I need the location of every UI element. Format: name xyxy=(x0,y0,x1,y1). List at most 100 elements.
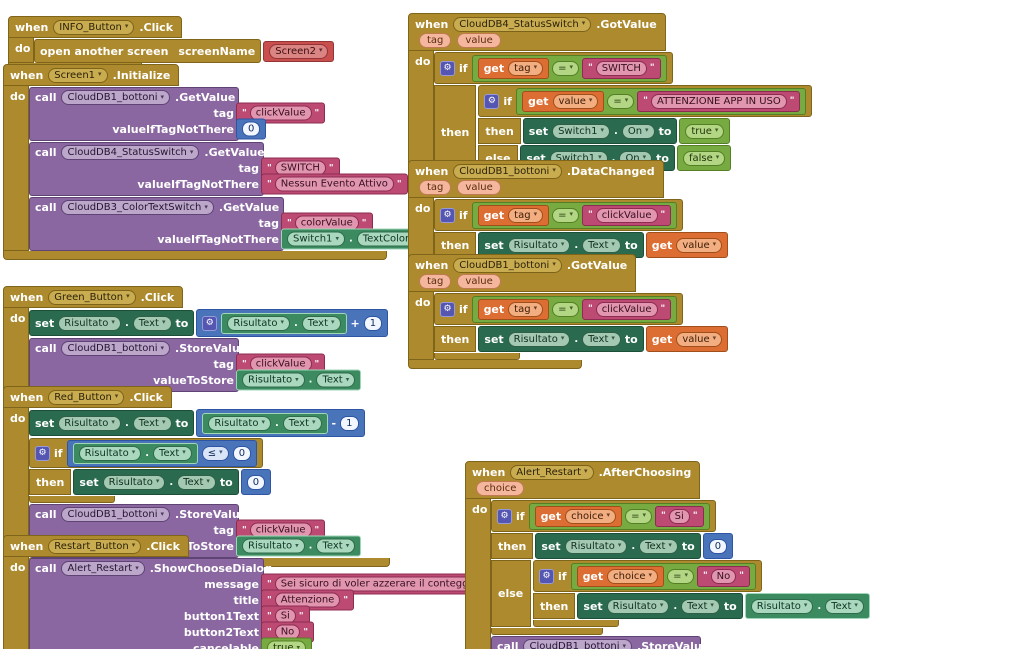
component-dropdown[interactable]: Risultato ▾ xyxy=(606,598,670,614)
string-value[interactable]: clickValue xyxy=(595,207,658,223)
number-value[interactable]: 1 xyxy=(340,415,359,431)
event-do-section[interactable]: do xyxy=(3,308,29,392)
number-block[interactable]: 0 xyxy=(240,469,272,495)
variable-dropdown[interactable]: tag ▾ xyxy=(508,207,544,223)
method-call-block[interactable]: call CloudDB1_bottoni ▾ .GetValue tag " cl… xyxy=(29,87,326,141)
component-dropdown[interactable]: Risultato ▾ xyxy=(78,445,142,461)
number-value[interactable]: 0 xyxy=(232,445,252,461)
event-block-header[interactable]: when Red_Button ▾ .Click xyxy=(3,386,172,408)
component-dropdown[interactable]: CloudDB3_ColorTextSwitch ▾ xyxy=(61,200,214,215)
text-string-block[interactable]: " SWITCH " xyxy=(261,157,340,179)
property-dropdown[interactable]: Text ▾ xyxy=(825,598,864,614)
method-call-block[interactable]: call CloudDB4_StatusSwitch ▾ .GetValue ta… xyxy=(29,142,408,196)
boolean-dropdown[interactable]: true ▾ xyxy=(267,640,307,649)
text-string-block[interactable]: " Si " xyxy=(654,505,704,527)
event-block-header[interactable]: when CloudDB1_bottoni ▾ .GotValue tag val… xyxy=(408,254,637,292)
number-value[interactable]: 0 xyxy=(246,474,266,490)
get-variable-block[interactable]: get choice ▾ xyxy=(576,565,665,587)
property-getter-block[interactable]: Risultato ▾ . Text ▾ xyxy=(202,412,328,434)
mutator-gear-icon[interactable]: ⚙ xyxy=(440,207,455,223)
string-value[interactable]: clickValue xyxy=(249,522,312,538)
property-getter-block[interactable]: Risultato ▾ . Text ▾ xyxy=(236,369,362,391)
variable-dropdown[interactable]: tag ▾ xyxy=(508,301,544,317)
event-block-header[interactable]: when Restart_Button ▾ .Click xyxy=(3,535,189,557)
event-parameter-tag[interactable]: tag xyxy=(419,32,452,48)
property-dropdown[interactable]: Text ▾ xyxy=(582,237,621,253)
component-dropdown[interactable]: Risultato ▾ xyxy=(227,315,290,331)
property-getter-block[interactable]: Risultato ▾ . Text ▾ xyxy=(221,312,347,334)
then-section[interactable]: then xyxy=(29,469,72,495)
operator-dropdown[interactable]: = ▾ xyxy=(552,60,579,76)
component-dropdown[interactable]: CloudDB1_bottoni ▾ xyxy=(453,163,562,179)
event-block-header[interactable]: when INFO_Button ▾ .Click xyxy=(8,16,183,38)
event-block-footer[interactable] xyxy=(3,251,387,260)
if-header[interactable]: ⚙ if get choice ▾ = ▾ " No " xyxy=(533,560,762,592)
operator-dropdown[interactable]: = ▾ xyxy=(607,93,635,109)
component-dropdown[interactable]: CloudDB1_bottoni ▾ xyxy=(61,507,171,522)
set-property-block[interactable]: set Risultato ▾ . Text ▾ to xyxy=(29,410,195,436)
screen-dropdown[interactable]: Screen2 ▾ xyxy=(269,43,329,59)
text-string-block[interactable]: " ATTENZIONE APP IN USO " xyxy=(637,90,801,112)
property-dropdown[interactable]: Text ▾ xyxy=(681,598,720,614)
text-string-block[interactable]: " clickValue " xyxy=(236,519,326,541)
mutator-gear-icon[interactable]: ⚙ xyxy=(440,301,455,317)
control-if-block[interactable]: ⚙ if get choice ▾ = ▾ " No " then xyxy=(533,560,870,627)
method-call-block[interactable]: call CloudDB1_bottoni▾ .StoreValue tag "… xyxy=(491,636,709,649)
logic-equals-block[interactable]: get value ▾ = ▾ " ATTENZIONE APP IN USO " xyxy=(515,87,807,115)
event-parameter-value[interactable]: value xyxy=(457,179,501,195)
string-value[interactable]: Sei sicuro di voler azzerare il conteggi… xyxy=(274,576,489,592)
property-getter-block[interactable]: Risultato ▾ . Text ▾ xyxy=(72,442,198,464)
logic-equals-block[interactable]: get tag ▾ = ▾ " clickValue " xyxy=(471,295,678,323)
number-value[interactable]: 1 xyxy=(363,315,383,331)
number-block[interactable]: 0 xyxy=(702,533,734,559)
get-variable-block[interactable]: get choice ▾ xyxy=(534,505,623,527)
component-dropdown[interactable]: Risultato ▾ xyxy=(58,415,121,431)
logic-equals-block[interactable]: get choice ▾ = ▾ " Si " xyxy=(528,502,710,530)
variable-dropdown[interactable]: choice ▾ xyxy=(607,568,659,584)
event-parameter-value[interactable]: value xyxy=(457,273,501,289)
event-do-section[interactable]: do xyxy=(3,557,29,649)
event-parameter-choice[interactable]: choice xyxy=(476,480,525,496)
property-dropdown[interactable]: Text ▾ xyxy=(132,415,172,431)
text-string-block[interactable]: " clickValue " xyxy=(581,298,672,320)
property-getter-block[interactable]: Risultato ▾ . Text ▾ xyxy=(744,593,870,619)
event-do-section[interactable]: do xyxy=(3,408,29,558)
component-dropdown[interactable]: CloudDB4_StatusSwitch ▾ xyxy=(453,16,592,32)
method-call-block[interactable]: call CloudDB1_bottoni▾ .StoreValue tag "… xyxy=(29,338,362,392)
event-parameter-tag[interactable]: tag xyxy=(419,179,452,195)
event-do-section[interactable]: do xyxy=(3,86,29,251)
component-dropdown[interactable]: CloudDB4_StatusSwitch ▾ xyxy=(61,145,200,160)
if-header[interactable]: ⚙ if get tag ▾ = ▾ " clickValue " xyxy=(434,199,684,231)
block-stack-green-button-click[interactable]: when Green_Button ▾ .Click do set Risulta… xyxy=(3,286,389,401)
component-dropdown[interactable]: CloudDB1_bottoni ▾ xyxy=(61,90,171,105)
set-property-block[interactable]: set Risultato ▾ . Text ▾ to xyxy=(535,533,701,559)
component-dropdown[interactable]: CloudDB1_bottoni ▾ xyxy=(453,257,562,273)
property-dropdown[interactable]: Text ▾ xyxy=(316,538,356,554)
string-value[interactable]: Si xyxy=(668,508,690,524)
if-header[interactable]: ⚙ if Risultato ▾ . Text ▾ ≤ ▾ 0 xyxy=(29,438,264,468)
component-dropdown[interactable]: Risultato ▾ xyxy=(58,315,121,331)
then-section[interactable]: then xyxy=(478,118,521,144)
then-section[interactable]: then xyxy=(434,326,477,352)
variable-dropdown[interactable]: value ▾ xyxy=(676,237,723,253)
block-stack-clouddb4-gotvalue[interactable]: when CloudDB4_StatusSwitch ▾ .GotValue ta… xyxy=(408,13,813,196)
event-do-section[interactable]: do xyxy=(408,292,434,360)
get-variable-block[interactable]: get tag ▾ xyxy=(477,204,550,226)
text-string-block[interactable]: " SWITCH " xyxy=(581,57,661,79)
operator-dropdown[interactable]: = ▾ xyxy=(552,207,579,223)
property-dropdown[interactable]: Text ▾ xyxy=(316,372,356,388)
mutator-gear-icon[interactable]: ⚙ xyxy=(35,445,50,461)
logic-equals-block[interactable]: get tag ▾ = ▾ " SWITCH " xyxy=(471,54,667,82)
component-dropdown[interactable]: Risultato ▾ xyxy=(507,237,571,253)
event-parameter-tag[interactable]: tag xyxy=(419,273,452,289)
text-string-block[interactable]: " clickValue " xyxy=(581,204,672,226)
boolean-block[interactable]: false ▾ xyxy=(677,145,732,171)
set-property-block[interactable]: set Risultato ▾ . Text ▾ to xyxy=(29,310,195,336)
mutator-gear-icon[interactable]: ⚙ xyxy=(484,93,500,109)
operator-dropdown[interactable]: = ▾ xyxy=(552,301,579,317)
component-dropdown[interactable]: Alert_Restart ▾ xyxy=(61,561,145,576)
get-variable-block[interactable]: get value ▾ xyxy=(645,232,729,258)
event-block-header[interactable]: when CloudDB4_StatusSwitch ▾ .GotValue ta… xyxy=(408,13,666,51)
text-string-block[interactable]: " Sei sicuro di voler azzerare il contegg… xyxy=(261,573,503,595)
